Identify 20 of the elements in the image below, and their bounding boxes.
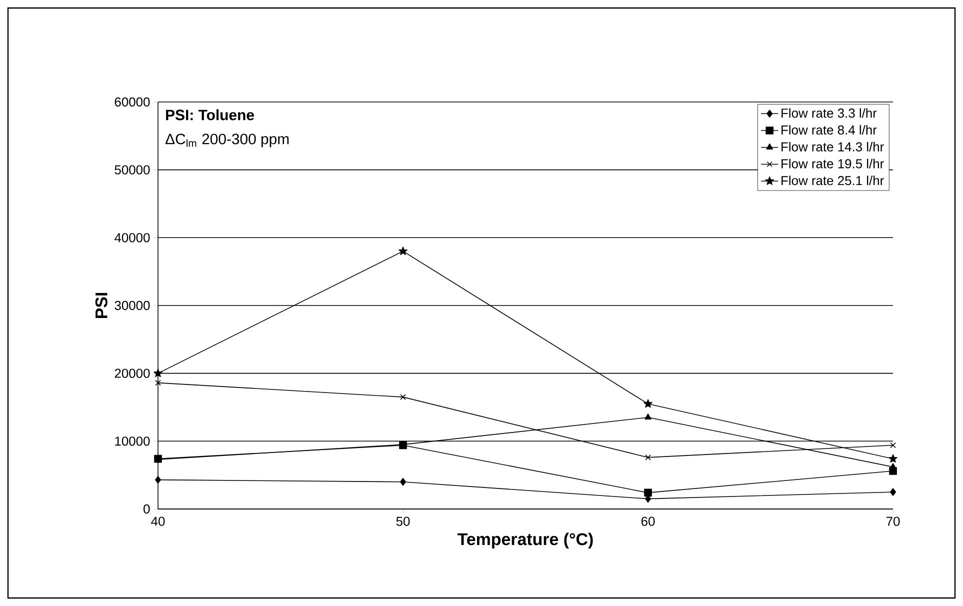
legend-label: Flow rate 25.1 l/hr	[782, 176, 884, 186]
x-tick-label: 70	[886, 516, 900, 526]
x-tick-label: 40	[151, 516, 165, 526]
x-tick-label: 60	[641, 516, 655, 526]
y-tick-label: 60000	[114, 97, 150, 107]
y-tick-label: 40000	[114, 233, 150, 242]
y-tick-label: 10000	[115, 436, 150, 446]
y-tick-label: 20000	[114, 368, 150, 378]
legend-label: Flow rate 19.5 l/hr	[782, 158, 884, 168]
x-axis-title: Temperature (°C)	[458, 532, 593, 549]
y-axis-title: PSI	[95, 292, 108, 318]
y-tick-label: 30000	[114, 300, 150, 310]
annotation: ΔC$_{lm}$ 200-300 ppm	[166, 134, 289, 148]
annotation: PSI: Toluene	[166, 109, 254, 120]
legend-label: Flow rate 8.4 l/hr	[782, 125, 877, 135]
legend-label: Flow rate 3.3 l/hr	[782, 108, 877, 118]
y-tick-label: 50000	[114, 165, 150, 174]
legend-label: Flow rate 14.3 l/hr	[782, 142, 884, 152]
x-tick-label: 50	[396, 516, 410, 526]
y-tick-label: 0	[144, 504, 150, 514]
